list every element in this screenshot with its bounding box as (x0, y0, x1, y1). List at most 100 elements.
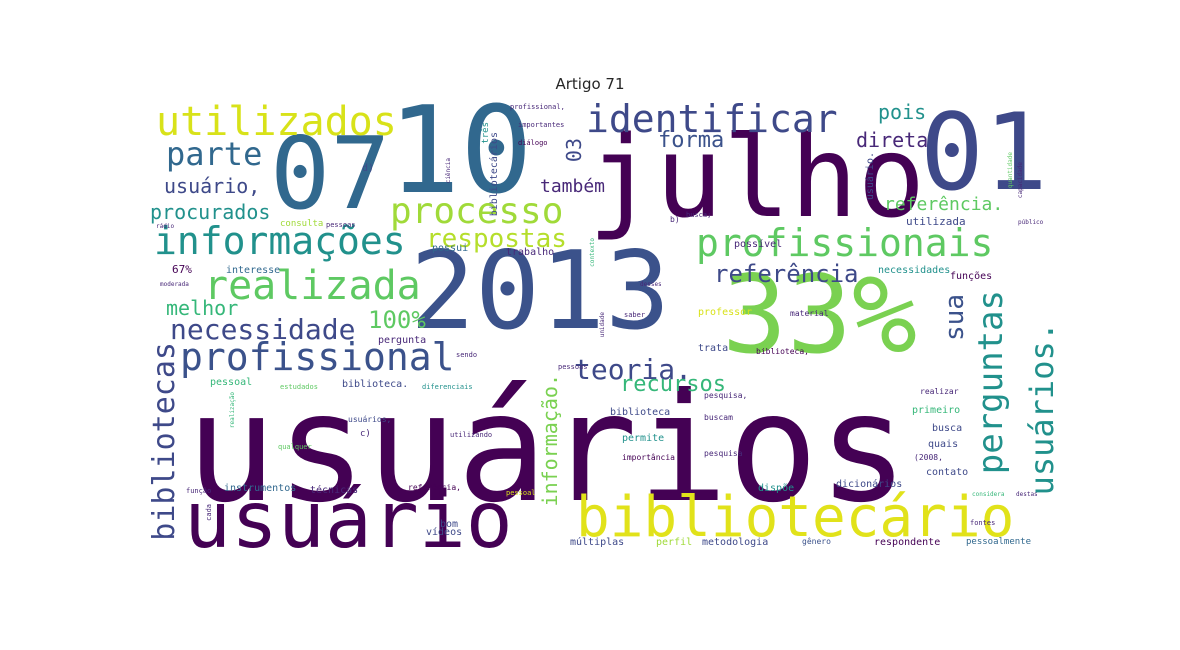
cloud-word: 67% (172, 263, 192, 276)
cloud-word: realizar (920, 387, 959, 396)
cloud-word: desses (640, 281, 662, 288)
cloud-word: destas (1016, 491, 1038, 498)
cloud-word: biblioteca, (756, 347, 809, 356)
cloud-word: bom (440, 519, 459, 530)
cloud-word: contexto (589, 238, 596, 267)
cloud-word: busca (932, 423, 963, 434)
cloud-word: material (790, 309, 829, 318)
cloud-word: (2008, (914, 453, 943, 462)
cloud-word: trabalho (506, 247, 555, 258)
cloud-word: utilizando (450, 431, 493, 439)
cloud-word: capacidade (1017, 162, 1024, 199)
cloud-word: pois (878, 102, 927, 124)
cloud-word: possui (432, 243, 469, 254)
cloud-word: vídeos (426, 527, 463, 538)
cloud-word: recursos (620, 372, 726, 397)
cloud-word: profissional, (510, 103, 565, 111)
cloud-word: pessoas (558, 363, 588, 371)
cloud-word: biblioteca (610, 407, 671, 418)
cloud-word: 03 (562, 138, 586, 163)
cloud-word: primeiro (912, 405, 961, 416)
cloud-word: unidade (599, 312, 606, 338)
cloud-word: instrumentos (224, 483, 297, 494)
cloud-word: dicionários (836, 479, 903, 490)
cloud-word: usuário (184, 476, 513, 556)
cloud-word: metodologia (702, 537, 769, 548)
cloud-word: referência (714, 260, 859, 288)
cloud-word: técnicas (310, 485, 359, 496)
cloud-word: bibliotecário (576, 485, 1015, 550)
cloud-word: utilizada (906, 215, 966, 228)
cloud-word: quantidade (1007, 152, 1014, 189)
cloud-word: usuário, (164, 174, 261, 198)
cloud-word: pergunta (378, 335, 427, 346)
cloud-word: procurados (150, 200, 271, 224)
cloud-word: usuários (186, 362, 909, 536)
cloud-word: realizada (204, 263, 421, 309)
cloud-word: sendo (456, 351, 478, 359)
cloud-word: função (186, 487, 212, 495)
cloud-word: dispõe (758, 483, 795, 494)
word-cloud: usuários 2013 33% julho 10 07 01 usuário bibliot… (150, 102, 1058, 556)
cloud-word: informações (154, 219, 406, 263)
cloud-word: também (540, 176, 606, 197)
cloud-word: pessoas (326, 221, 356, 229)
cloud-word: julho (588, 113, 926, 243)
cloud-word: bibliotecas (150, 342, 182, 541)
cloud-word: interesse (226, 265, 281, 276)
cloud-word: respondente (874, 537, 941, 548)
cloud-word: c) (360, 429, 371, 439)
cloud-word: respostas (426, 224, 567, 254)
cloud-word: importantes (518, 121, 565, 129)
cloud-word: 10 (388, 102, 533, 221)
cloud-word: 01 (920, 102, 1048, 214)
cloud-word: considera (972, 491, 1005, 498)
cloud-word: buscam (704, 413, 733, 422)
chart-title: Artigo 71 (555, 75, 625, 93)
cloud-word: múltiplas (570, 537, 625, 548)
cloud-word: necessidades (878, 265, 951, 276)
cloud-word: pessoal (506, 489, 536, 497)
cloud-word: utilizados (156, 102, 397, 145)
cloud-word: perfil (656, 537, 693, 548)
cloud-word: diferenciais (422, 383, 473, 391)
cloud-word: 2013 (410, 229, 671, 354)
cloud-word: melhor (166, 296, 239, 320)
cloud-word: referência, (408, 483, 461, 492)
cloud-word: usuários. (1023, 322, 1058, 496)
cloud-word: realização (229, 392, 236, 429)
cloud-word: necessidade (170, 313, 356, 346)
cloud-word: possível (734, 239, 783, 250)
cloud-word: forma (658, 128, 725, 153)
cloud-word: referência. (884, 194, 1004, 215)
cloud-word: 100% (368, 306, 426, 334)
cloud-word: importância (622, 453, 675, 462)
cloud-word: pesquisa (704, 449, 743, 458)
cloud-word: direta (856, 128, 929, 152)
cloud-word: pessoal (210, 377, 253, 388)
cloud-word: bibliotecários (489, 132, 500, 217)
cloud-word: parte (166, 135, 263, 173)
cloud-word: estudados (280, 383, 318, 391)
cloud-word: pesquisa, (704, 391, 748, 400)
cloud-word: profissional (180, 335, 455, 379)
cloud-word: pessoalmente (966, 537, 1032, 547)
cloud-word: busca; (686, 211, 712, 219)
cloud-word: sua (940, 294, 970, 341)
cloud-word: saber (624, 311, 646, 319)
cloud-word: ciência (445, 158, 452, 184)
cloud-word: profissionais (696, 221, 994, 265)
cloud-word: processo (390, 191, 564, 232)
cloud-word: fontes (970, 519, 996, 527)
cloud-word: professor (698, 307, 753, 318)
cloud-word: quais (928, 439, 959, 450)
cloud-word: usuários, (348, 415, 392, 424)
cloud-word: biblioteca. (342, 379, 409, 390)
cloud-word: b) (670, 215, 680, 224)
cloud-word: 07 (270, 115, 391, 232)
cloud-word: teoria. (574, 353, 693, 386)
cloud-word: usuário. (865, 152, 876, 201)
cloud-word: permite (622, 433, 665, 444)
cloud-word: público (1018, 219, 1044, 226)
cloud-word: contato (926, 467, 969, 478)
